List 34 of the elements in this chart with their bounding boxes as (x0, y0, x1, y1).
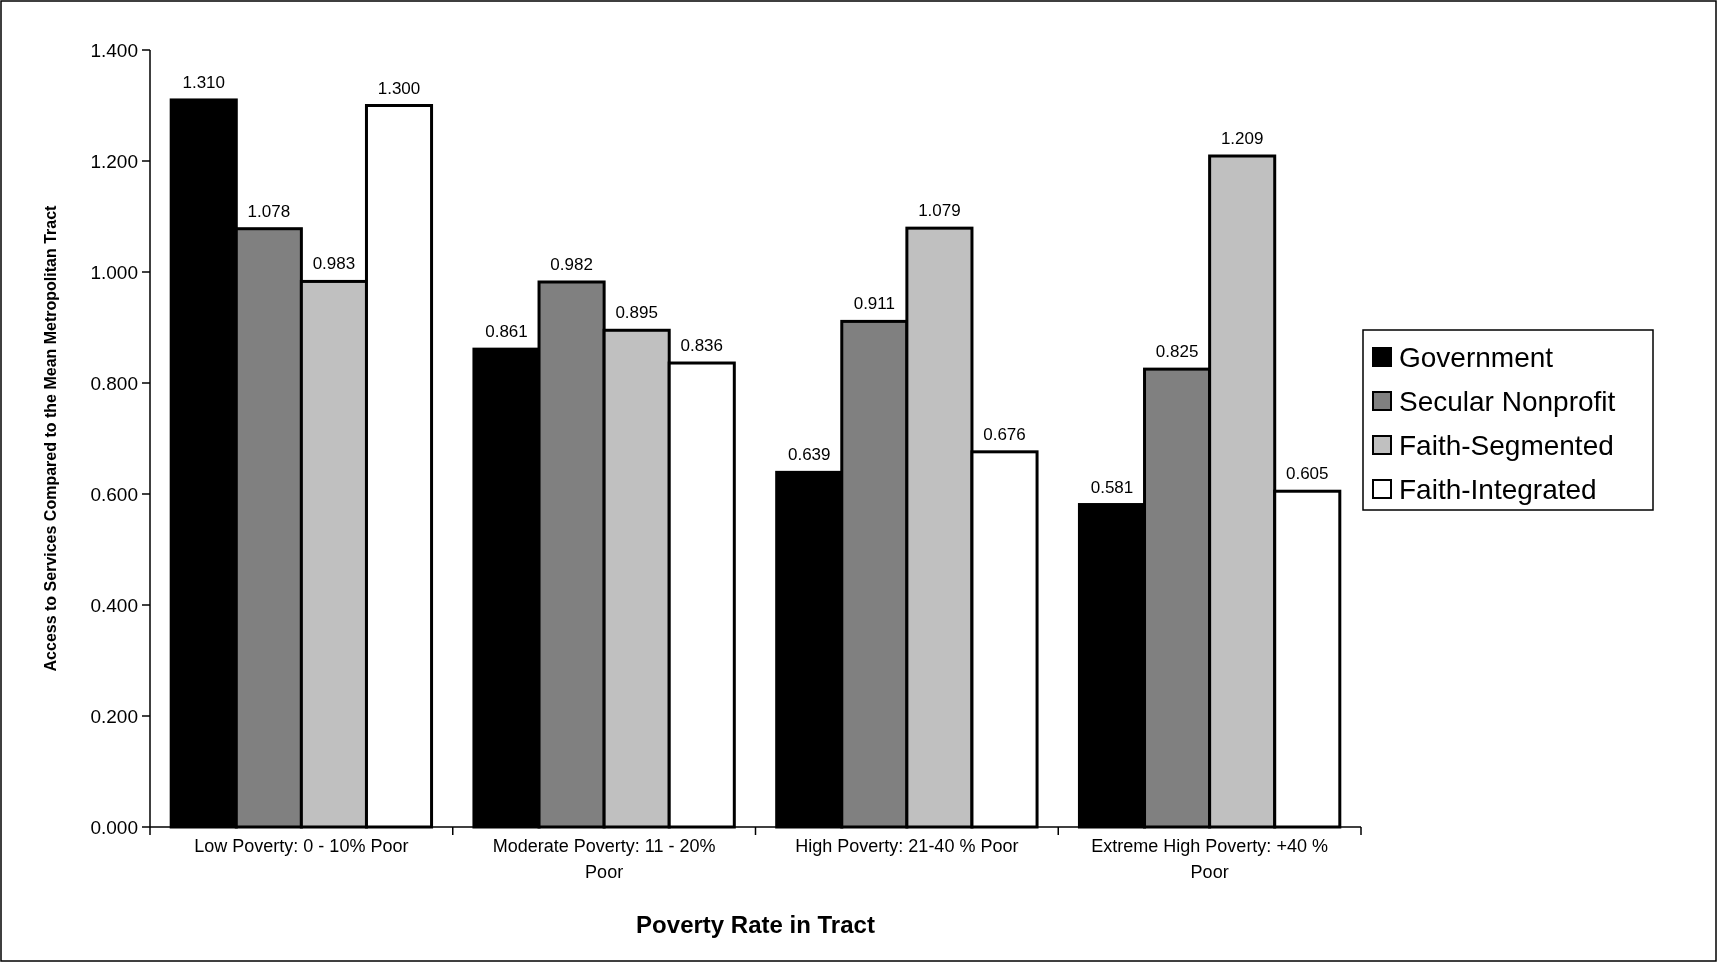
data-label: 0.676 (983, 424, 1026, 444)
y-tick-label: 1.200 (90, 150, 138, 172)
y-tick-label: 1.400 (90, 39, 138, 61)
x-tick-label: High Poverty: 21-40 % Poor (795, 836, 1019, 856)
data-label: 0.605 (1285, 464, 1329, 484)
y-tick-label: 0.400 (90, 594, 138, 616)
data-label: 1.078 (247, 201, 291, 221)
data-label: 0.861 (485, 322, 528, 342)
data-label: 0.983 (312, 254, 356, 274)
data-label: 1.209 (1220, 129, 1264, 149)
x-tick-label: Low Poverty: 0 - 10% Poor (194, 836, 409, 856)
data-label: 1.300 (377, 78, 421, 98)
data-label: 0.895 (615, 303, 658, 323)
data-label: 0.911 (853, 294, 895, 314)
y-tick-label: 0.000 (90, 816, 138, 838)
legend-label: Secular Nonprofit (1399, 385, 1616, 417)
y-tick-label: 0.200 (90, 705, 138, 727)
legend-label: Government (1399, 341, 1554, 373)
data-label: 0.639 (787, 445, 831, 465)
data-label: 0.825 (1155, 342, 1199, 362)
data-label: 1.079 (918, 201, 961, 221)
y-tick-label: 0.600 (90, 483, 138, 505)
data-label: 0.581 (1090, 477, 1134, 497)
data-label: 1.310 (182, 72, 226, 92)
legend-label: Faith-Integrated (1399, 473, 1597, 505)
x-axis-title: Poverty Rate in Tract (636, 911, 875, 938)
x-tick-label: Moderate Poverty: 11 - 20% Poor (492, 836, 716, 882)
x-tick-label: Extreme High Poverty: +40 % Poor (1091, 836, 1328, 882)
y-axis-title: Access to Services Compared to the Mean Metropolitan Tract (42, 204, 59, 672)
data-label: 0.982 (550, 254, 593, 274)
y-tick-label: 0.800 (90, 372, 138, 394)
legend-label: Faith-Segmented (1399, 429, 1614, 461)
data-label: 0.836 (680, 336, 724, 356)
y-tick-label: 1.000 (90, 261, 138, 283)
